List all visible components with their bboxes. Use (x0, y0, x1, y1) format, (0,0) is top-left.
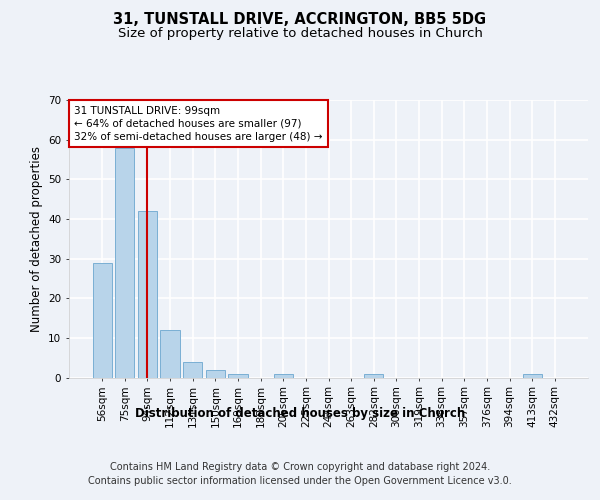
Bar (115, 148, 134, 378)
Bar (92, 262, 112, 378)
Bar (183, 362, 202, 378)
Bar (138, 211, 157, 378)
Bar (274, 374, 293, 378)
Bar (229, 374, 248, 378)
Text: 31 TUNSTALL DRIVE: 99sqm
← 64% of detached houses are smaller (97)
32% of semi-d: 31 TUNSTALL DRIVE: 99sqm ← 64% of detach… (74, 106, 323, 142)
Bar (364, 374, 383, 378)
Bar (206, 370, 225, 378)
Text: Contains HM Land Registry data © Crown copyright and database right 2024.: Contains HM Land Registry data © Crown c… (110, 462, 490, 472)
Text: Distribution of detached houses by size in Church: Distribution of detached houses by size … (135, 408, 465, 420)
Text: Contains public sector information licensed under the Open Government Licence v3: Contains public sector information licen… (88, 476, 512, 486)
Bar (160, 330, 180, 378)
Y-axis label: Number of detached properties: Number of detached properties (29, 146, 43, 332)
Text: Size of property relative to detached houses in Church: Size of property relative to detached ho… (118, 28, 482, 40)
Text: 31, TUNSTALL DRIVE, ACCRINGTON, BB5 5DG: 31, TUNSTALL DRIVE, ACCRINGTON, BB5 5DG (113, 12, 487, 28)
Bar (523, 374, 542, 378)
